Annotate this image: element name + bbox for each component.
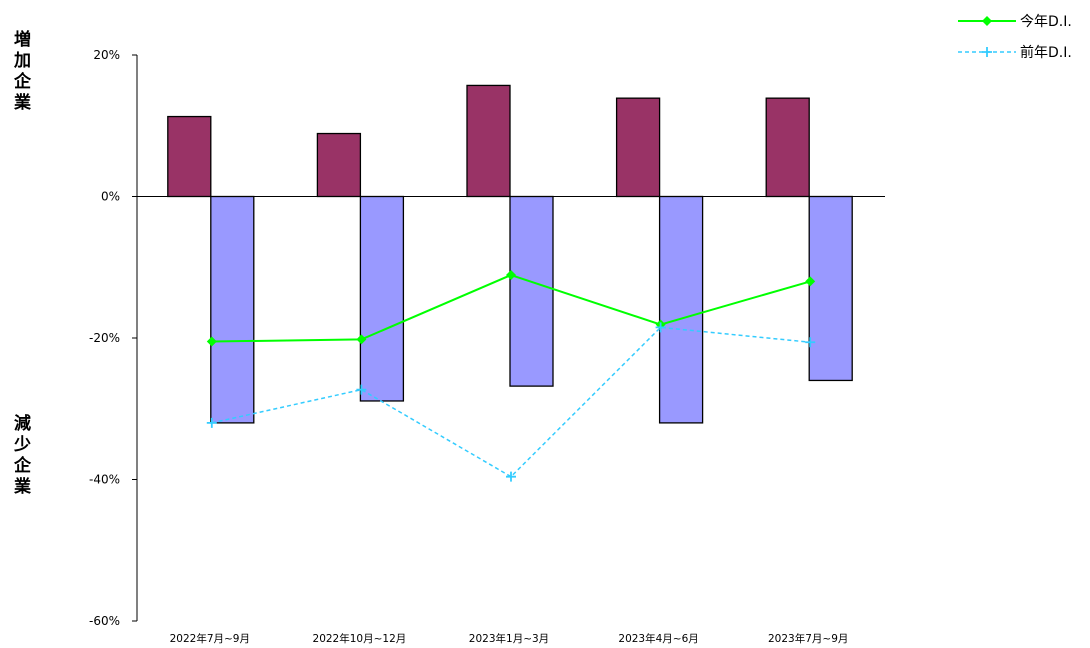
legend: 今年D.I. 前年D.I.	[958, 14, 1072, 61]
y-tick-label: 0%	[101, 190, 120, 204]
x-axis-ticks: 2022年7月~9月 2022年10月~12月 2023年1月~3月 2023年4月~…	[170, 632, 849, 645]
side-label-decrease: 減少企業	[10, 413, 32, 498]
x-tick-label: 2023年4月~6月	[618, 632, 698, 645]
plus-marker	[356, 384, 367, 395]
bar-decrease	[210, 195, 255, 424]
side-label-increase: 増加企業	[10, 29, 32, 114]
bars	[167, 84, 853, 424]
diamond-marker	[506, 270, 516, 281]
x-tick-label: 2023年1月~3月	[469, 632, 549, 645]
bar-increase	[316, 132, 362, 198]
y-tick-label: -40%	[89, 473, 120, 487]
y-tick-label: 20%	[93, 48, 120, 62]
y-axis-ticks: 20% 0% -20% -40% -60%	[89, 48, 137, 628]
diamond-marker	[206, 336, 217, 347]
diamond-marker	[356, 334, 367, 345]
side-label-increase-text: 増加企業	[10, 29, 32, 114]
legend-marker-diamond	[982, 16, 992, 26]
bar-decrease	[658, 195, 704, 424]
bar-increase	[765, 97, 810, 198]
x-tick-label: 2022年10月~12月	[313, 632, 407, 645]
bar-decrease	[808, 195, 853, 382]
legend-marker-plus	[982, 47, 992, 57]
x-tick-label: 2023年7月~9月	[768, 632, 848, 645]
y-tick-label: -60%	[89, 614, 120, 628]
side-label-decrease-text: 減少企業	[10, 413, 32, 498]
bar-increase	[167, 115, 212, 198]
plus-marker	[655, 322, 666, 333]
y-tick-label: -20%	[89, 331, 120, 345]
bar-decrease	[509, 195, 554, 387]
legend-label-last-year: 前年D.I.	[1020, 44, 1072, 61]
plus-marker	[805, 337, 816, 348]
x-tick-label: 2022年7月~9月	[170, 632, 250, 645]
bar-decrease	[359, 195, 405, 402]
bar-increase	[466, 84, 511, 198]
legend-item-last-year: 前年D.I.	[958, 44, 1072, 61]
diamond-marker	[805, 276, 816, 287]
plus-marker	[206, 417, 217, 428]
plus-marker	[506, 471, 516, 482]
bar-increase	[615, 97, 661, 198]
legend-item-this-year: 今年D.I.	[958, 14, 1072, 30]
legend-label-this-year: 今年D.I.	[1020, 14, 1072, 30]
lines	[206, 270, 816, 482]
